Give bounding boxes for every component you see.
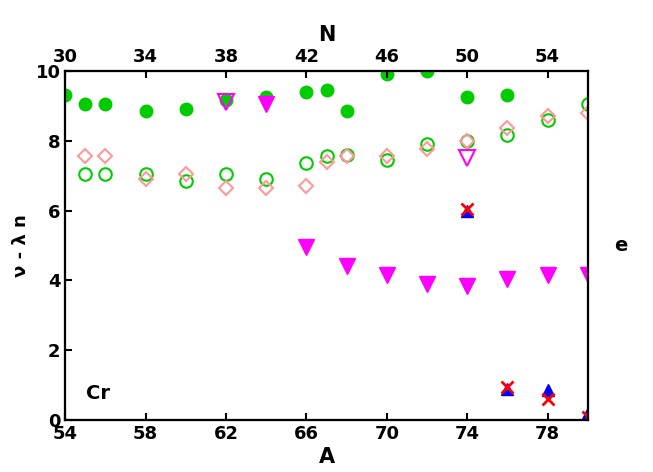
X-axis label: N: N bbox=[318, 25, 335, 45]
X-axis label: A: A bbox=[319, 447, 334, 467]
Text: e: e bbox=[614, 236, 627, 255]
Text: Cr: Cr bbox=[86, 384, 110, 403]
Y-axis label: ν - λ n: ν - λ n bbox=[12, 214, 30, 277]
